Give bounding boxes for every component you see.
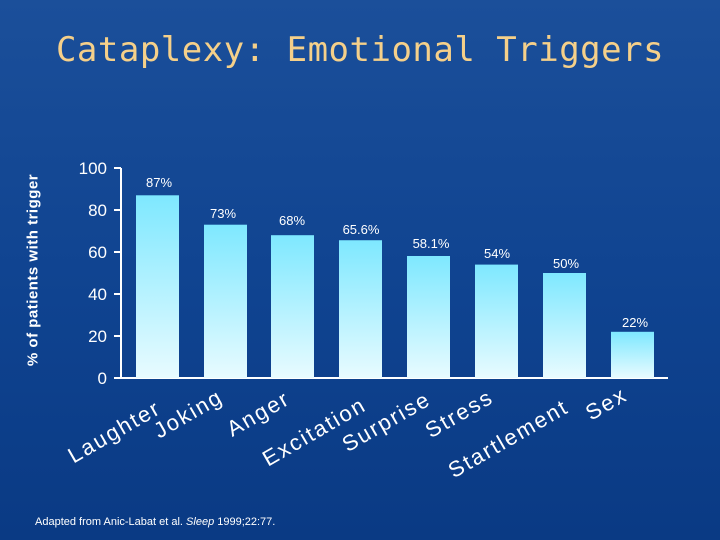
data-label-laughter: 87% [146, 175, 172, 190]
y-tick-label: 80 [88, 201, 107, 220]
data-label-sex: 22% [622, 315, 648, 330]
footnote-journal: Sleep [186, 516, 215, 528]
bar-anger [271, 235, 314, 378]
bar-surprise [407, 255, 450, 378]
category-label-stress: Stress [421, 384, 498, 443]
y-tick-label: 100 [79, 159, 107, 178]
data-label-excitation: 65.6% [343, 222, 380, 237]
bar-startlement [543, 273, 586, 378]
data-label-surprise: 58.1% [413, 236, 450, 251]
footnote-suffix: 1999;22:77. [214, 516, 276, 528]
bar-joking [204, 224, 247, 378]
slide-title: Cataplexy: Emotional Triggers [55, 30, 665, 70]
category-label-sex: Sex [581, 382, 632, 426]
y-tick-label: 60 [88, 243, 107, 262]
bar-stress [475, 264, 518, 378]
category-label-laughter: Laughter [63, 395, 165, 468]
data-label-joking: 73% [210, 206, 236, 221]
y-tick-label: 0 [98, 369, 107, 388]
bar-sex [611, 331, 654, 378]
data-label-anger: 68% [279, 213, 305, 228]
data-label-startlement: 50% [553, 256, 579, 271]
bar-laughter [136, 195, 179, 378]
bar-excitation [339, 240, 382, 378]
y-tick-label: 20 [88, 327, 107, 346]
footnote-prefix: Adapted from Anic-Labat et al. [35, 516, 187, 528]
category-label-anger: Anger [222, 385, 294, 441]
data-label-stress: 54% [484, 246, 510, 261]
y-tick-label: 40 [88, 285, 107, 304]
citation-footnote: Adapted from Anic-Labat et al. Sleep 199… [35, 516, 275, 528]
